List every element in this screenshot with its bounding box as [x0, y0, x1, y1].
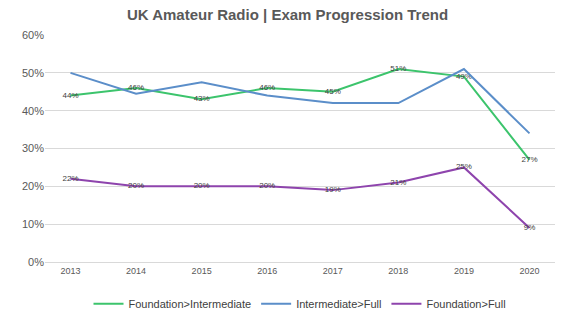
- svg-text:27%: 27%: [521, 155, 537, 164]
- svg-text:Foundation>Full: Foundation>Full: [426, 298, 505, 310]
- svg-text:21%: 21%: [390, 178, 406, 187]
- svg-text:22%: 22%: [62, 174, 78, 183]
- svg-text:Foundation>Intermediate: Foundation>Intermediate: [129, 298, 252, 310]
- svg-text:0%: 0%: [28, 256, 44, 268]
- svg-text:2020: 2020: [519, 266, 539, 276]
- svg-text:25%: 25%: [456, 162, 472, 171]
- svg-text:20%: 20%: [128, 181, 144, 190]
- svg-text:30%: 30%: [22, 142, 44, 154]
- svg-text:43%: 43%: [194, 94, 210, 103]
- svg-text:20%: 20%: [194, 181, 210, 190]
- svg-text:19%: 19%: [325, 185, 341, 194]
- svg-text:20%: 20%: [259, 181, 275, 190]
- svg-text:2019: 2019: [454, 266, 474, 276]
- svg-text:49%: 49%: [456, 72, 472, 81]
- svg-text:9%: 9%: [524, 223, 536, 232]
- svg-text:10%: 10%: [22, 218, 44, 230]
- svg-text:45%: 45%: [325, 87, 341, 96]
- svg-text:20%: 20%: [22, 180, 44, 192]
- svg-text:2015: 2015: [192, 266, 212, 276]
- svg-text:2016: 2016: [257, 266, 277, 276]
- svg-text:46%: 46%: [259, 83, 275, 92]
- svg-text:44%: 44%: [62, 91, 78, 100]
- svg-text:51%: 51%: [390, 64, 406, 73]
- svg-text:60%: 60%: [22, 29, 44, 41]
- svg-text:2014: 2014: [126, 266, 146, 276]
- svg-text:46%: 46%: [128, 83, 144, 92]
- svg-text:2013: 2013: [60, 266, 80, 276]
- svg-text:2018: 2018: [388, 266, 408, 276]
- svg-text:Intermediate>Full: Intermediate>Full: [296, 298, 381, 310]
- svg-text:50%: 50%: [22, 67, 44, 79]
- svg-text:UK Amateur Radio | Exam Progre: UK Amateur Radio | Exam Progression Tren…: [127, 6, 448, 23]
- svg-text:40%: 40%: [22, 105, 44, 117]
- svg-text:2017: 2017: [323, 266, 343, 276]
